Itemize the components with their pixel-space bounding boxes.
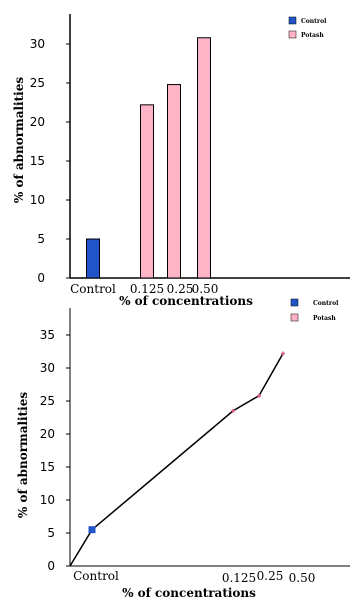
legend-swatch-control bbox=[288, 16, 297, 25]
bar-cat-label: 0.50 bbox=[192, 282, 219, 296]
bar-y-tick-label: 20 bbox=[30, 115, 45, 129]
line-point-potash bbox=[231, 408, 235, 413]
line-y-tick-label: 20 bbox=[40, 427, 55, 441]
bar-cat-label: 0.25 bbox=[167, 282, 194, 296]
line-x-tick-label: Control bbox=[73, 569, 119, 583]
line-point-potash bbox=[257, 393, 261, 398]
bar-y-tick-label: 30 bbox=[30, 37, 45, 51]
legend-label-potash: Potash bbox=[301, 32, 324, 39]
line-y-tick-label: 35 bbox=[40, 328, 55, 342]
line-x-tick-label: 0.50 bbox=[289, 571, 316, 585]
line-y-tick-label: 0 bbox=[47, 559, 55, 573]
line-point-control bbox=[88, 526, 96, 534]
line-series-path bbox=[69, 353, 284, 567]
bar-legend: Control Potash bbox=[288, 16, 327, 39]
line-legend: Control Potash bbox=[290, 298, 339, 322]
bar-y-axis-label: % of abnormalities bbox=[12, 77, 26, 203]
line-x-tick-label: 0.25 bbox=[257, 569, 284, 583]
legend-swatch-potash bbox=[290, 313, 299, 322]
legend-swatch-potash bbox=[288, 30, 297, 39]
bar-cat-label: Control bbox=[70, 282, 116, 296]
legend-label-control: Control bbox=[313, 300, 339, 307]
legend-label-control: Control bbox=[301, 18, 327, 25]
line-y-tick-label: 10 bbox=[40, 493, 55, 507]
bar-cat-label: 0.125 bbox=[130, 282, 164, 296]
bar-potash-0.125 bbox=[140, 104, 154, 279]
line-y-tick-label: 25 bbox=[40, 394, 55, 408]
bar-chart: 0 5 10 15 20 25 30 Control 0.125 0.25 0.50 % o… bbox=[12, 14, 350, 308]
line-x-tick-label: 0.125 bbox=[222, 571, 256, 585]
bar-y-tick-label: 10 bbox=[30, 193, 45, 207]
line-y-tick-label: 30 bbox=[40, 361, 55, 375]
bar-y-tick-label: 25 bbox=[30, 76, 45, 90]
legend-swatch-control bbox=[290, 298, 299, 307]
bar-y-tick-label: 15 bbox=[30, 154, 45, 168]
legend-label-potash: Potash bbox=[313, 315, 336, 322]
bar-potash-0.25 bbox=[167, 84, 181, 279]
line-y-tick-label: 15 bbox=[40, 460, 55, 474]
line-chart: 0 5 10 15 20 25 30 35 Control 0.125 0.25 0.50 %… bbox=[16, 298, 350, 600]
line-x-axis-label: % of concentrations bbox=[122, 586, 256, 600]
bar-y-tick-label: 0 bbox=[37, 271, 45, 285]
bar-control-Control bbox=[86, 238, 100, 279]
line-y-tick-label: 5 bbox=[47, 526, 55, 540]
line-point-potash bbox=[281, 351, 285, 356]
bar-y-tick-label: 5 bbox=[37, 232, 45, 246]
bar-x-axis-label: % of concentrations bbox=[119, 294, 253, 308]
line-y-axis-label: % of abnormalities bbox=[16, 392, 30, 518]
bar-potash-0.50 bbox=[197, 37, 211, 279]
